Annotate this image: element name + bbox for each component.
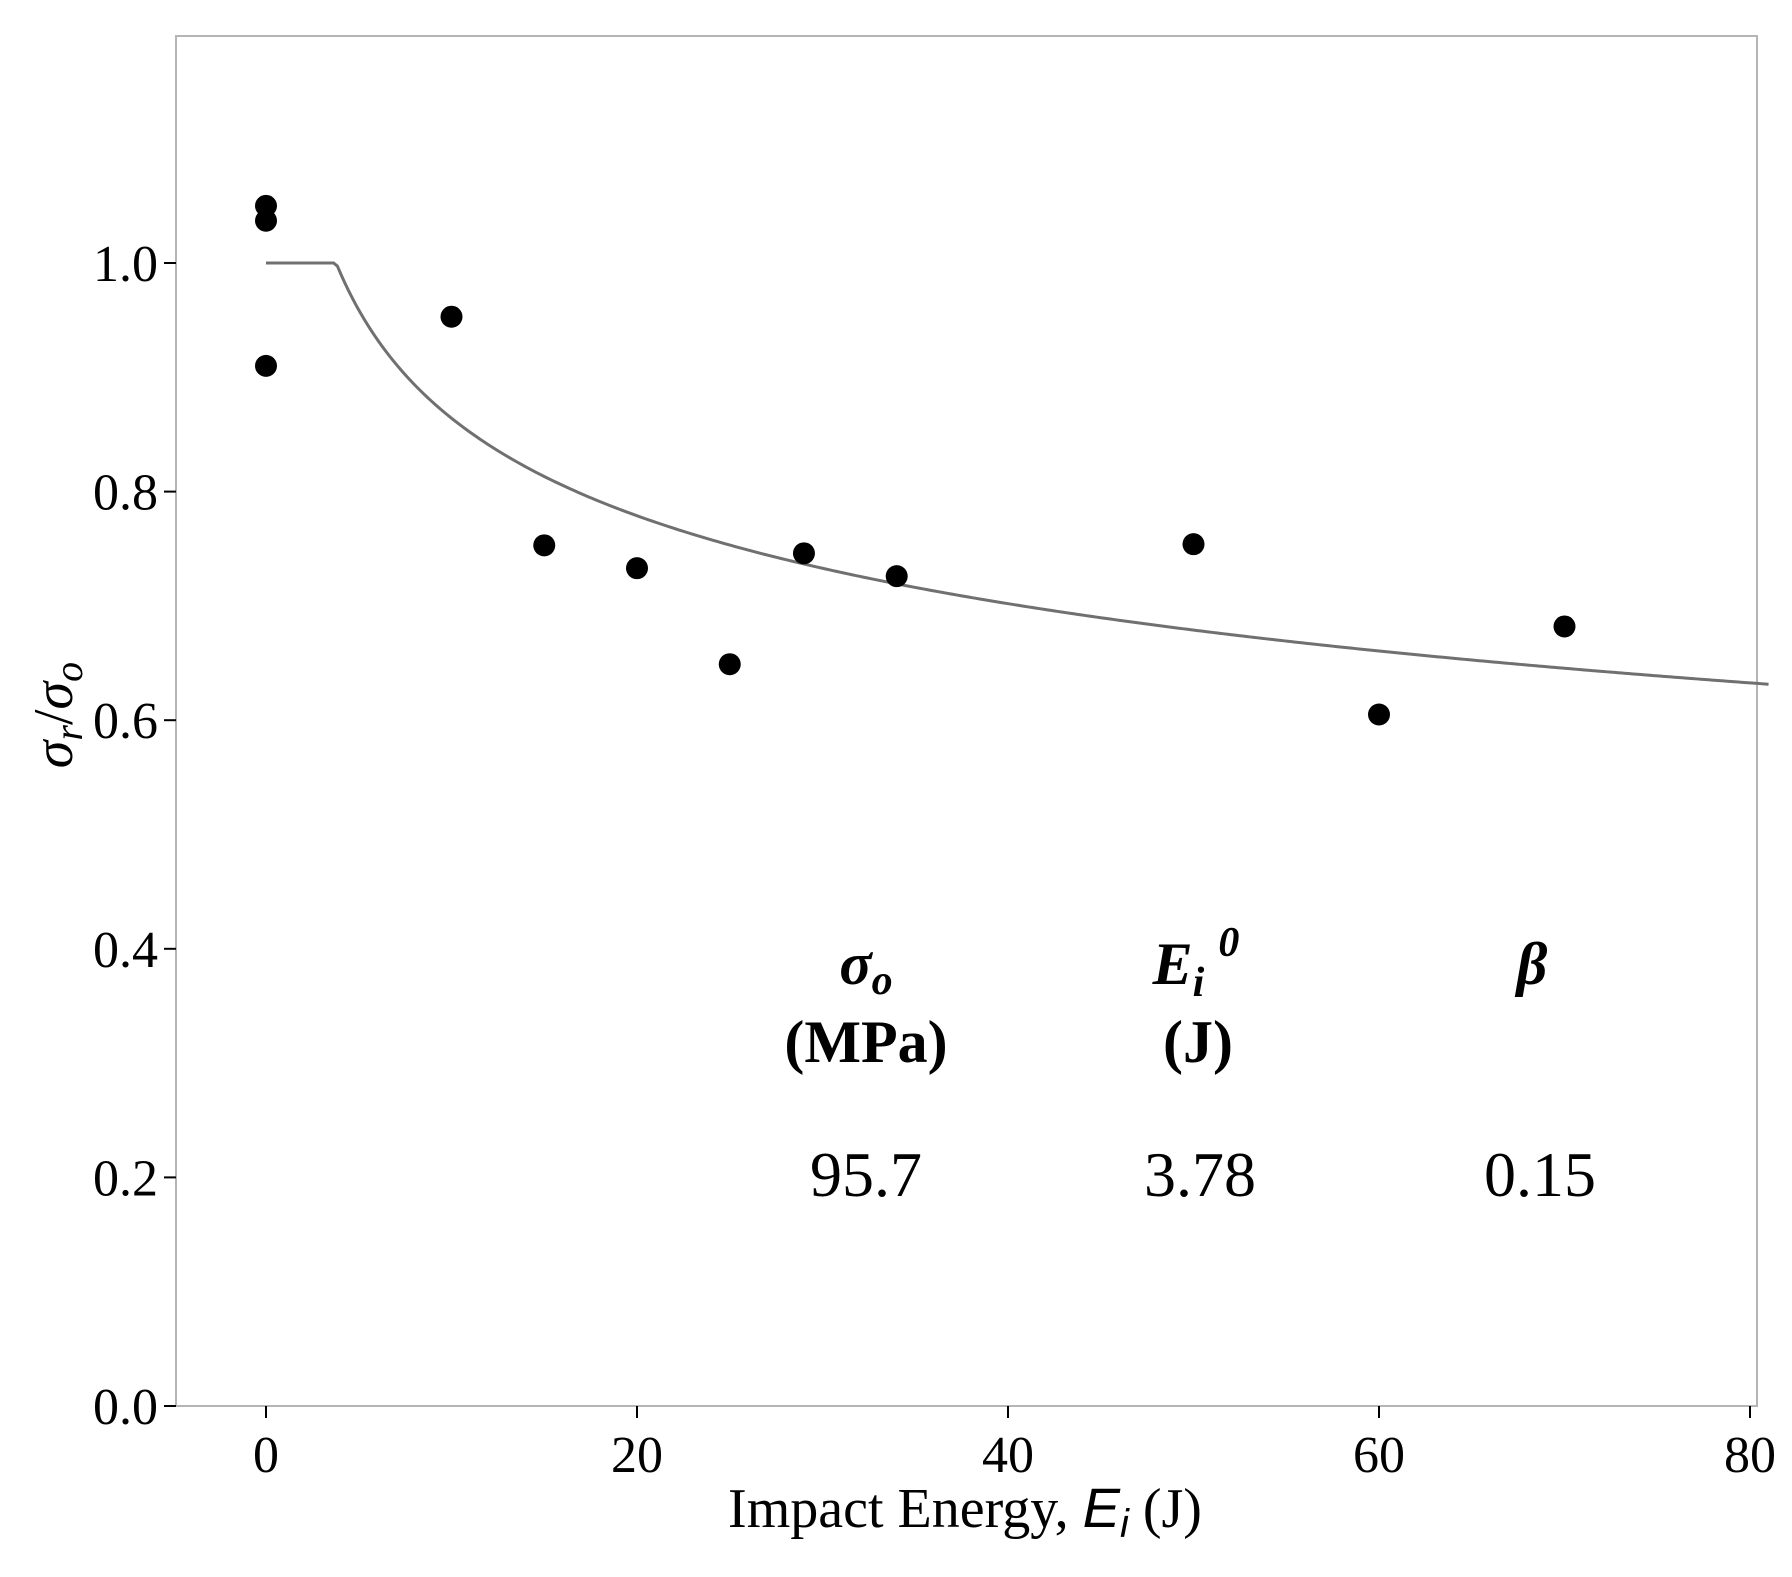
y-tick-label: 0.8: [93, 465, 158, 522]
x-tick-label: 20: [611, 1427, 663, 1484]
x-tick-label: 80: [1724, 1427, 1776, 1484]
param-ei-value: 3.78: [1144, 1139, 1256, 1210]
model-curve: [266, 261, 1769, 686]
data-point: [885, 565, 908, 588]
data-point: [626, 557, 648, 580]
x-tick-label: 40: [982, 1427, 1034, 1484]
y-tick-label: 0.6: [93, 693, 158, 750]
param-ei-header: Ei0: [1152, 920, 1240, 1006]
y-axis-label: σr/σo: [23, 662, 91, 768]
data-point: [255, 354, 277, 377]
param-beta-header: β: [1515, 931, 1548, 997]
data-point: [533, 534, 556, 557]
y-tick-label: 0.0: [93, 1379, 158, 1436]
data-point: [718, 653, 741, 676]
data-points: [255, 194, 1576, 726]
data-point: [1553, 615, 1576, 638]
data-point: [792, 542, 815, 565]
y-tick-label: 1.0: [93, 236, 158, 293]
data-point: [440, 305, 463, 328]
x-axis-ticks: 0 20 40 60 80: [253, 1406, 1776, 1484]
data-point: [1368, 703, 1390, 726]
y-tick-label: 0.2: [93, 1150, 158, 1207]
data-point: [255, 209, 277, 232]
param-ei-unit: (J): [1163, 1009, 1233, 1075]
param-beta-value: 0.15: [1484, 1139, 1596, 1210]
param-sigma-value: 95.7: [810, 1139, 922, 1210]
param-sigma-unit: (MPa): [784, 1009, 947, 1075]
x-tick-label: 0: [253, 1427, 279, 1484]
parameter-table: σo (MPa) 95.7 Ei0 (J) 3.78 β 0.15: [784, 920, 1596, 1210]
x-axis-label: Impact Energy, Ei (J): [728, 1476, 1202, 1546]
param-sigma-header: σo: [839, 931, 892, 1004]
y-tick-label: 0.4: [93, 922, 158, 979]
y-axis-ticks: 0.0 0.2 0.4 0.6 0.8 1.0: [93, 236, 176, 1436]
data-point: [1182, 533, 1205, 556]
x-tick-label: 60: [1353, 1427, 1405, 1484]
